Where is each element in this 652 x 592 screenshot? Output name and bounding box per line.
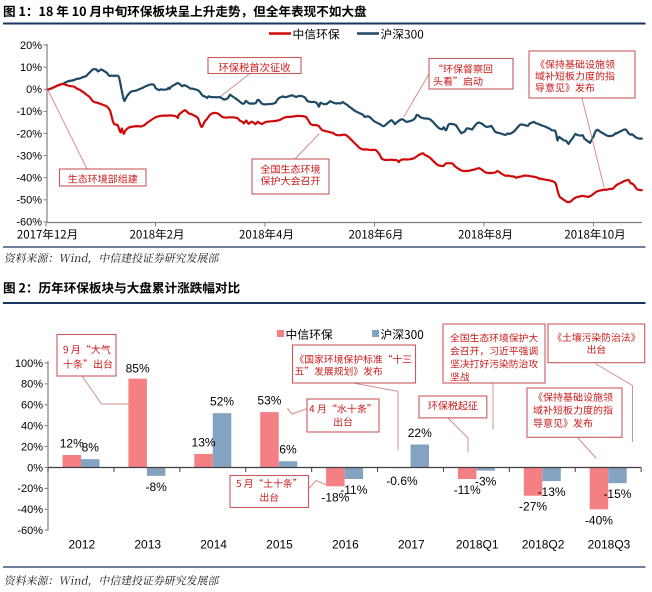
svg-text:-15%: -15% (603, 487, 631, 501)
svg-text:-40%: -40% (17, 504, 43, 516)
svg-text:0%: 0% (26, 84, 42, 96)
svg-text:2017: 2017 (398, 538, 425, 552)
svg-text:-11%: -11% (454, 483, 481, 497)
svg-text:-60%: -60% (16, 217, 42, 229)
svg-text:60%: 60% (21, 400, 43, 412)
svg-text:100%: 100% (15, 358, 43, 370)
svg-text:2018Q2: 2018Q2 (522, 538, 565, 552)
svg-text:-30%: -30% (16, 150, 42, 162)
svg-text:2014: 2014 (200, 538, 227, 552)
svg-text:2015: 2015 (266, 538, 293, 552)
svg-text:-3%: -3% (475, 475, 497, 489)
svg-text:22%: 22% (408, 426, 432, 440)
svg-text:8%: 8% (82, 441, 100, 455)
svg-text:2013: 2013 (134, 538, 161, 552)
svg-text:53%: 53% (257, 394, 281, 408)
svg-text:-20%: -20% (17, 483, 43, 495)
svg-text:2012: 2012 (68, 538, 95, 552)
svg-text:20%: 20% (20, 40, 42, 52)
svg-text:20%: 20% (21, 441, 43, 453)
svg-text:2018Q3: 2018Q3 (588, 538, 631, 552)
svg-text:40%: 40% (21, 421, 43, 433)
svg-text:-60%: -60% (17, 525, 43, 537)
svg-text:85%: 85% (126, 362, 150, 376)
svg-text:12%: 12% (60, 436, 84, 450)
svg-text:52%: 52% (210, 395, 234, 409)
svg-text:2016: 2016 (332, 538, 359, 552)
svg-text:-18%: -18% (321, 490, 349, 504)
svg-text:-40%: -40% (16, 173, 42, 185)
svg-text:-13%: -13% (538, 485, 566, 499)
svg-text:10%: 10% (20, 62, 42, 74)
svg-text:80%: 80% (21, 379, 43, 391)
svg-text:-27%: -27% (519, 500, 547, 514)
svg-text:6%: 6% (279, 443, 297, 457)
svg-text:-20%: -20% (16, 128, 42, 140)
svg-text:-11%: -11% (340, 483, 367, 497)
svg-text:-8%: -8% (145, 480, 167, 494)
svg-text:-0.6%: -0.6% (386, 474, 418, 488)
svg-text:-10%: -10% (16, 106, 42, 118)
svg-text:13%: 13% (192, 435, 216, 449)
svg-text:-50%: -50% (16, 195, 42, 207)
svg-text:-40%: -40% (585, 513, 613, 527)
svg-text:0%: 0% (27, 462, 43, 474)
svg-text:2018Q1: 2018Q1 (456, 538, 499, 552)
